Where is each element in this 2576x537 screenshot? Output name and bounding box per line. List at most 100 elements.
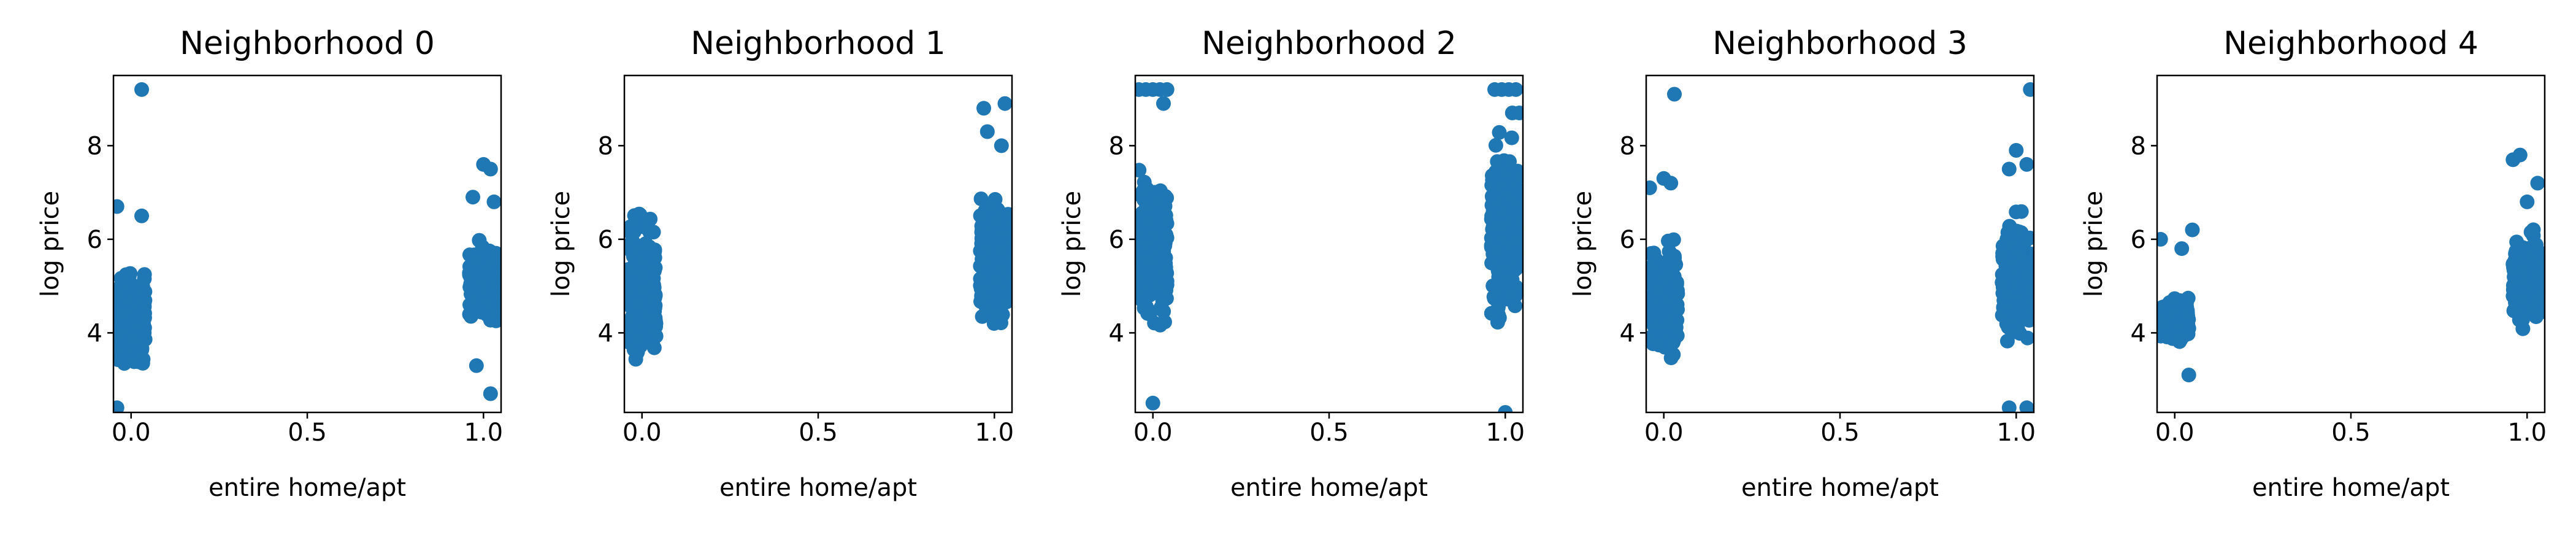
outlier-point [1646, 180, 1657, 195]
data-point [2007, 278, 2022, 293]
outlier-point [979, 124, 995, 139]
data-point [2171, 319, 2187, 334]
data-point [1149, 279, 1165, 295]
data-point [1666, 249, 1682, 264]
x-tick-label: 0.5 [1820, 419, 1860, 447]
data-point [1141, 214, 1156, 229]
subplot-title: Neighborhood 0 [180, 25, 435, 62]
outlier-point [483, 161, 498, 177]
outlier-point [134, 82, 149, 97]
data-point [1152, 195, 1168, 211]
data-point [630, 297, 645, 312]
data-point [2007, 266, 2022, 282]
data-point [1505, 287, 1519, 303]
data-point [1135, 163, 1147, 178]
data-point [488, 305, 501, 320]
outlier-point [2019, 156, 2034, 172]
subplot-4: 0.0 0.5 1.0 4 6 8 Neighborhood 4 entire home/ap… [2080, 25, 2547, 502]
outlier-point [1512, 106, 1523, 120]
data-point [990, 307, 1005, 322]
data-point [1500, 239, 1516, 255]
data-point [997, 295, 1012, 311]
data-point [637, 269, 653, 284]
x-axis-label: entire home/apt [1230, 474, 1428, 502]
data-point [1142, 306, 1157, 322]
axes-frame [623, 74, 1013, 414]
data-point [1646, 260, 1660, 275]
data-point [1139, 181, 1154, 196]
subplot-title: Neighborhood 3 [1712, 25, 1968, 62]
y-tick-label: 4 [1620, 319, 1635, 347]
data-point [626, 342, 642, 357]
data-point [2157, 317, 2172, 333]
data-point [1666, 232, 1681, 247]
data-point [2165, 305, 2180, 320]
data-point [2169, 331, 2185, 347]
data-point [2003, 255, 2018, 270]
data-point [1159, 230, 1175, 245]
y-tick-label: 4 [598, 319, 613, 347]
subplot-3: 0.0 0.5 1.0 4 6 8 Neighborhood 3 entire home/ap… [1569, 25, 2036, 502]
outlier-point [1498, 405, 1513, 412]
outlier-point [1663, 176, 1679, 191]
x-tick-label: 0.0 [1133, 419, 1173, 447]
data-point [973, 208, 988, 223]
data-point [137, 271, 152, 287]
y-tick-label: 6 [1109, 226, 1124, 254]
data-point [624, 313, 637, 328]
outlier-point [2520, 194, 2535, 209]
data-point [1144, 228, 1159, 243]
data-point [646, 340, 662, 355]
data-point [1139, 253, 1154, 268]
x-tick-label: 1.0 [2507, 419, 2547, 447]
outlier-point [2001, 400, 2017, 412]
data-point [113, 326, 128, 341]
data-point [116, 306, 131, 322]
axes-frame [1134, 74, 1524, 414]
x-axis-label: entire home/apt [1741, 474, 1939, 502]
x-tick-label: 0.0 [1644, 419, 1684, 447]
data-points [113, 82, 501, 412]
data-point [1488, 241, 1503, 257]
y-tick-label: 8 [1109, 132, 1124, 160]
x-tick-label: 0.0 [2155, 419, 2195, 447]
data-point [1502, 154, 1517, 169]
x-tick-label: 0.5 [288, 419, 327, 447]
outlier-point [113, 199, 125, 214]
data-point [1665, 334, 1681, 349]
x-tick-label: 0.0 [112, 419, 151, 447]
y-axis-label: log price [2080, 191, 2108, 297]
data-point [993, 241, 1008, 256]
data-point [973, 294, 988, 309]
data-point [989, 272, 1005, 287]
data-point [1490, 300, 1506, 315]
outlier-point [466, 190, 480, 205]
data-point [1650, 281, 1665, 296]
outlier-point [2009, 143, 2024, 158]
x-tick-label: 1.0 [975, 419, 1014, 447]
data-point [1511, 169, 1523, 184]
subplot-1: 0.0 0.5 1.0 4 6 8 Neighborhood 1 entire home/ap… [547, 25, 1014, 502]
data-point [126, 354, 142, 369]
data-point [2514, 261, 2529, 276]
outlier-point [486, 194, 501, 209]
data-point [642, 239, 657, 254]
data-point [1662, 266, 1677, 281]
data-point [1508, 195, 1523, 210]
subplot-title: Neighborhood 2 [1202, 25, 1457, 62]
outlier-point [2185, 222, 2200, 238]
data-point [113, 287, 126, 302]
data-point [646, 225, 661, 240]
y-axis-label: log price [36, 191, 64, 297]
data-point [2528, 268, 2543, 283]
outlier-point [997, 96, 1012, 111]
subplot-2: 0.0 0.5 1.0 4 6 8 Neighborhood 2 entire home/ap… [1058, 25, 1525, 502]
axes-frame [112, 74, 502, 414]
data-point [648, 328, 664, 344]
data-point [1157, 314, 1172, 330]
y-axis-label: log price [1058, 191, 1086, 297]
data-point [634, 254, 649, 269]
data-point [973, 281, 989, 296]
subplot-title: Neighborhood 1 [691, 25, 946, 62]
